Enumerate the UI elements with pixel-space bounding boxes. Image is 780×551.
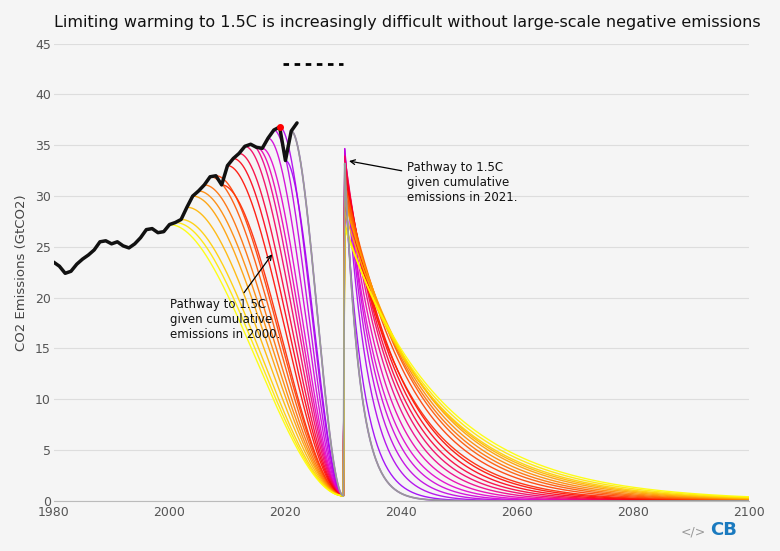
Y-axis label: CO2 Emissions (GtCO2): CO2 Emissions (GtCO2)	[15, 194, 28, 350]
Text: Pathway to 1.5C
given cumulative
emissions in 2000.: Pathway to 1.5C given cumulative emissio…	[169, 255, 280, 341]
Text: </>: </>	[681, 526, 706, 539]
Text: CB: CB	[711, 521, 737, 539]
Text: Limiting warming to 1.5C is increasingly difficult without large-scale negative : Limiting warming to 1.5C is increasingly…	[54, 15, 760, 30]
Text: Pathway to 1.5C
given cumulative
emissions in 2021.: Pathway to 1.5C given cumulative emissio…	[350, 160, 518, 203]
